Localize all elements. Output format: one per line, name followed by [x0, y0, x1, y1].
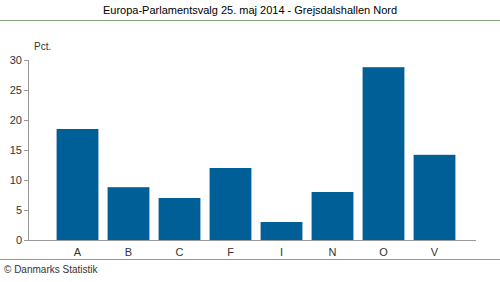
bar — [363, 67, 405, 240]
y-tick — [24, 210, 28, 211]
y-tick — [24, 120, 28, 121]
x-tick-label: C — [176, 246, 184, 258]
y-tick — [24, 90, 28, 91]
x-tick-label: O — [379, 246, 388, 258]
y-axis — [28, 60, 29, 240]
y-tick — [24, 240, 28, 241]
x-tick-label: V — [431, 246, 439, 258]
bar — [57, 129, 99, 240]
x-axis — [28, 240, 476, 241]
bar — [210, 168, 252, 240]
y-tick — [24, 150, 28, 151]
x-tick-label: I — [280, 246, 283, 258]
header-rule — [0, 20, 500, 21]
annotation: © Danmarks Statistik — [4, 264, 99, 275]
y-axis-label: Pct. — [34, 41, 51, 52]
x-tick-label: N — [329, 246, 337, 258]
y-tick-label: 10 — [10, 174, 22, 186]
bar — [261, 222, 303, 240]
bar — [312, 192, 354, 240]
x-tick-label: B — [125, 246, 132, 258]
title: Europa-Parlamentsvalg 25. maj 2014 - Gre… — [103, 4, 397, 16]
bars — [57, 67, 456, 240]
y-tick-label: 30 — [10, 54, 22, 66]
bar — [159, 198, 201, 240]
x-tick-label: A — [74, 246, 82, 258]
y-tick — [24, 180, 28, 181]
chart-container: Europa-Parlamentsvalg 25. maj 2014 - Gre… — [0, 0, 500, 282]
y-tick-label: 0 — [16, 234, 22, 246]
y-tick — [24, 60, 28, 61]
y-tick-label: 5 — [16, 204, 22, 216]
x-tick-label: F — [227, 246, 234, 258]
bar — [414, 155, 456, 240]
y-tick-label: 20 — [10, 114, 22, 126]
footer-rule — [0, 259, 500, 260]
y-tick-label: 15 — [10, 144, 22, 156]
y-tick-label: 25 — [10, 84, 22, 96]
bar — [108, 187, 150, 240]
chart-svg: Europa-Parlamentsvalg 25. maj 2014 - Gre… — [0, 0, 500, 282]
